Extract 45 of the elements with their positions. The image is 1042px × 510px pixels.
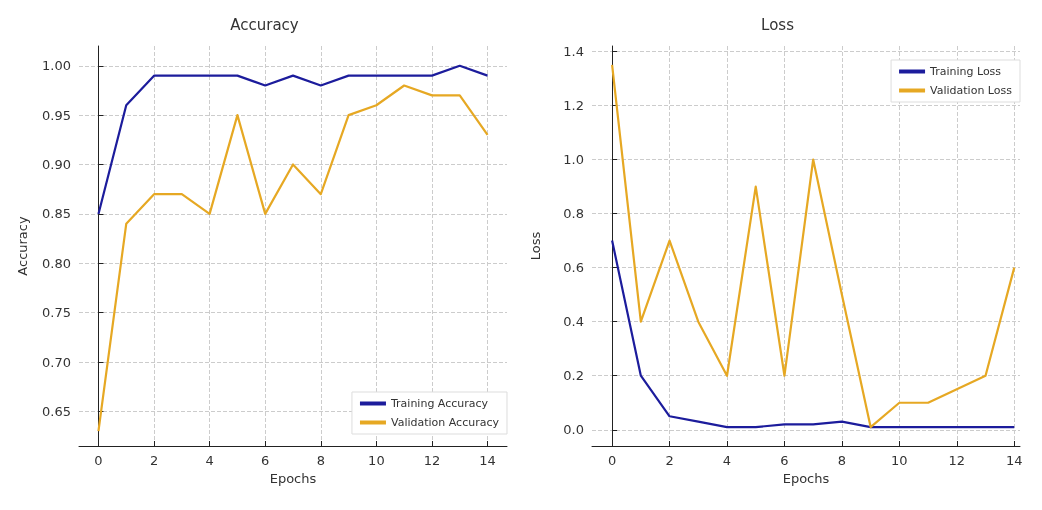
x-tick-label: 0 bbox=[607, 453, 617, 468]
x-axis-title: Epochs bbox=[782, 470, 830, 486]
x-tick-label: 4 bbox=[722, 453, 732, 468]
x-tick-label: 2 bbox=[665, 453, 674, 468]
y-tick-label: 0.80 bbox=[42, 255, 71, 271]
y-tick-label: 0.95 bbox=[42, 107, 71, 123]
x-tick-label: 14 bbox=[479, 453, 496, 468]
x-tick-label: 14 bbox=[1005, 453, 1023, 468]
x-tick-label: 2 bbox=[149, 453, 159, 468]
y-tick-label: 0.75 bbox=[42, 305, 71, 321]
y-tick-label: 0.85 bbox=[42, 206, 71, 222]
x-tick-label: 6 bbox=[780, 453, 789, 468]
legend-label: Validation Loss bbox=[930, 84, 1013, 97]
x-tick-label: 4 bbox=[205, 453, 214, 468]
legend-label: Training Loss bbox=[929, 65, 1002, 78]
chart-title: Loss bbox=[761, 15, 795, 34]
y-tick-label: 1.0 bbox=[563, 152, 584, 168]
x-tick-label: 10 bbox=[891, 453, 908, 468]
y-axis-title: Loss bbox=[528, 231, 543, 261]
y-tick-label: 1.00 bbox=[42, 58, 71, 74]
line-series bbox=[611, 63, 1016, 429]
legend-label: Training Accuracy bbox=[389, 397, 489, 410]
y-tick-label: 0.6 bbox=[563, 260, 584, 276]
x-tick-label: 8 bbox=[316, 453, 325, 468]
y-tick-label: 1.4 bbox=[563, 43, 584, 59]
line-series bbox=[97, 64, 489, 215]
y-tick-label: 0.70 bbox=[42, 354, 71, 370]
y-tick-label: 0.90 bbox=[42, 157, 71, 173]
x-tick-label: 10 bbox=[368, 453, 385, 468]
y-tick-label: 0.8 bbox=[563, 206, 584, 222]
y-tick-label: 0.0 bbox=[563, 422, 584, 438]
x-tick-label: 12 bbox=[423, 453, 441, 468]
y-tick-label: 1.2 bbox=[563, 97, 584, 113]
line-series bbox=[611, 239, 1016, 429]
y-tick-label: 0.2 bbox=[563, 368, 584, 384]
legend-label: Validation Accuracy bbox=[390, 416, 500, 429]
y-tick-label: 0.65 bbox=[42, 403, 71, 419]
x-tick-label: 8 bbox=[837, 453, 847, 468]
x-axis-title: Epochs bbox=[269, 470, 317, 486]
chart-title: Accuracy bbox=[230, 15, 299, 34]
y-tick-label: 0.4 bbox=[563, 314, 584, 330]
x-tick-label: 6 bbox=[261, 453, 270, 468]
x-tick-label: 12 bbox=[948, 453, 966, 468]
x-tick-label: 0 bbox=[94, 453, 103, 468]
y-axis-title: Accuracy bbox=[15, 216, 30, 276]
